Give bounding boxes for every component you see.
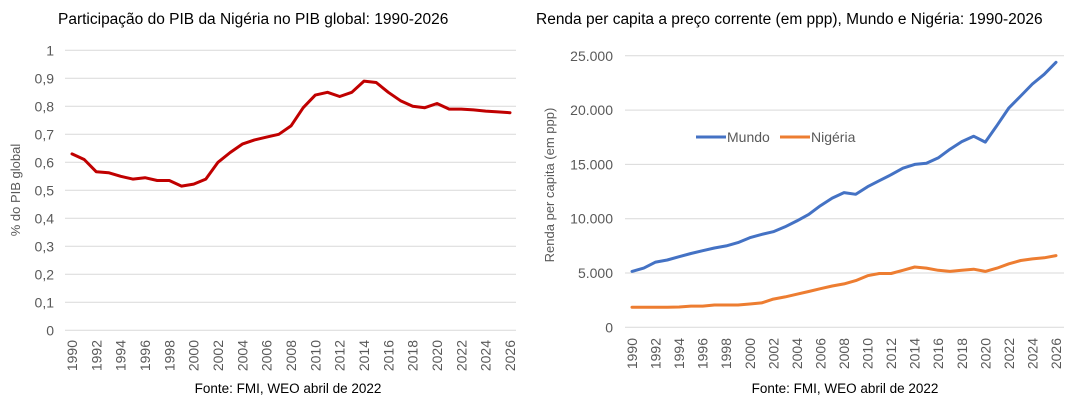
x-tick-label: 2010 (307, 340, 323, 371)
y-tick-label: 0,7 (35, 126, 55, 142)
x-tick-label: 2022 (453, 340, 469, 371)
series-group (70, 79, 512, 188)
x-tick-label: 2016 (930, 338, 946, 369)
x-tick-label: 1998 (161, 340, 177, 371)
x-tick-label: 2024 (1024, 338, 1040, 369)
x-tick-label: 1996 (695, 338, 711, 369)
y-tick-label: 0,8 (35, 98, 55, 114)
gridlines (625, 55, 1064, 328)
y-tick-label: 0 (605, 319, 613, 335)
gdp-share-chart: Participação do PIB da Nigéria no PIB gl… (8, 11, 518, 396)
x-tick-label: 2002 (210, 340, 226, 371)
x-tick-label: 2004 (234, 340, 250, 371)
x-tick-label: 2008 (283, 340, 299, 371)
y-axis-label: % do PIB global (8, 144, 23, 237)
legend-label: Nigéria (811, 129, 856, 145)
x-tick-label: 2016 (380, 340, 396, 371)
chart-title: Renda per capita a preço corrente (em pp… (536, 11, 1043, 28)
x-tick-label: 2002 (765, 338, 781, 369)
y-tick-label: 0,6 (35, 154, 55, 170)
series-line-mundo (630, 60, 1058, 273)
x-tick-label: 2000 (186, 340, 202, 371)
y-tick-label: 10.000 (570, 211, 613, 227)
y-axis-ticks: 0 5.000 10.000 15.000 20.000 25.000 (570, 48, 613, 335)
x-tick-label: 2026 (502, 340, 518, 371)
y-tick-label: 0,1 (35, 294, 55, 310)
legend-item-mundo: Mundo (696, 129, 770, 145)
gridlines (65, 49, 516, 331)
legend-label: Mundo (727, 129, 770, 145)
source-note: Fonte: FMI, WEO abril de 2022 (195, 381, 382, 396)
x-tick-label: 2008 (836, 338, 852, 369)
x-tick-label: 1992 (648, 338, 664, 369)
x-tick-label: 2020 (429, 340, 445, 371)
series-line-nigeria (630, 254, 1058, 309)
y-tick-label: 0,2 (35, 266, 55, 282)
x-tick-label: 1990 (64, 340, 80, 371)
x-tick-label: 2018 (405, 340, 421, 371)
x-tick-label: 1994 (671, 338, 687, 369)
x-tick-label: 2022 (1001, 338, 1017, 369)
x-tick-label: 2020 (977, 338, 993, 369)
y-tick-label: 0,9 (35, 70, 55, 86)
x-tick-label: 2012 (332, 340, 348, 371)
y-axis-label: Renda per capita (em ppp) (542, 108, 557, 263)
source-note: Fonte: FMI, WEO abril de 2022 (752, 381, 939, 396)
gdp-share-chart-panel: Participação do PIB da Nigéria no PIB gl… (0, 0, 530, 401)
y-tick-label: 0,5 (35, 182, 55, 198)
y-axis-ticks: 0 0,1 0,2 0,3 0,4 0,5 0,6 0,7 0,8 0,9 1 (35, 42, 55, 338)
x-tick-label: 2010 (860, 338, 876, 369)
x-tick-label: 2000 (742, 338, 758, 369)
x-axis-ticks: 1990 1992 1994 1996 1998 2000 2002 2004 2006 2008… (624, 338, 1064, 369)
series-group (630, 60, 1058, 309)
y-tick-label: 20.000 (570, 102, 613, 118)
y-tick-label: 0 (46, 322, 54, 338)
x-tick-label: 2014 (356, 340, 372, 371)
x-tick-label: 2026 (1048, 338, 1064, 369)
x-tick-label: 2024 (478, 340, 494, 371)
y-tick-label: 0,3 (35, 238, 55, 254)
series-line-nigeria (70, 79, 512, 188)
y-tick-label: 25.000 (570, 48, 613, 64)
x-tick-label: 1992 (88, 340, 104, 371)
y-tick-label: 5.000 (578, 265, 613, 281)
x-tick-label: 1990 (624, 338, 640, 369)
y-tick-label: 15.000 (570, 156, 613, 172)
x-tick-label: 2004 (789, 338, 805, 369)
x-tick-label: 2018 (954, 338, 970, 369)
x-axis-ticks: 1990 1992 1994 1996 1998 2000 2002 2004 2006 2008… (64, 340, 518, 371)
x-tick-label: 2014 (907, 338, 923, 369)
x-tick-label: 1998 (718, 338, 734, 369)
x-tick-label: 2006 (812, 338, 828, 369)
income-per-capita-chart-panel: Renda per capita a preço corrente (em pp… (530, 0, 1075, 401)
y-tick-label: 0,4 (35, 210, 55, 226)
x-tick-label: 1994 (113, 340, 129, 371)
x-tick-label: 1996 (137, 340, 153, 371)
x-tick-label: 2006 (259, 340, 275, 371)
x-tick-label: 2012 (883, 338, 899, 369)
legend-item-nigeria: Nigéria (780, 129, 856, 145)
chart-title: Participação do PIB da Nigéria no PIB gl… (58, 11, 448, 28)
income-per-capita-chart: Renda per capita a preço corrente (em pp… (536, 11, 1064, 396)
y-tick-label: 1 (46, 42, 54, 58)
legend: Mundo Nigéria (696, 129, 856, 145)
